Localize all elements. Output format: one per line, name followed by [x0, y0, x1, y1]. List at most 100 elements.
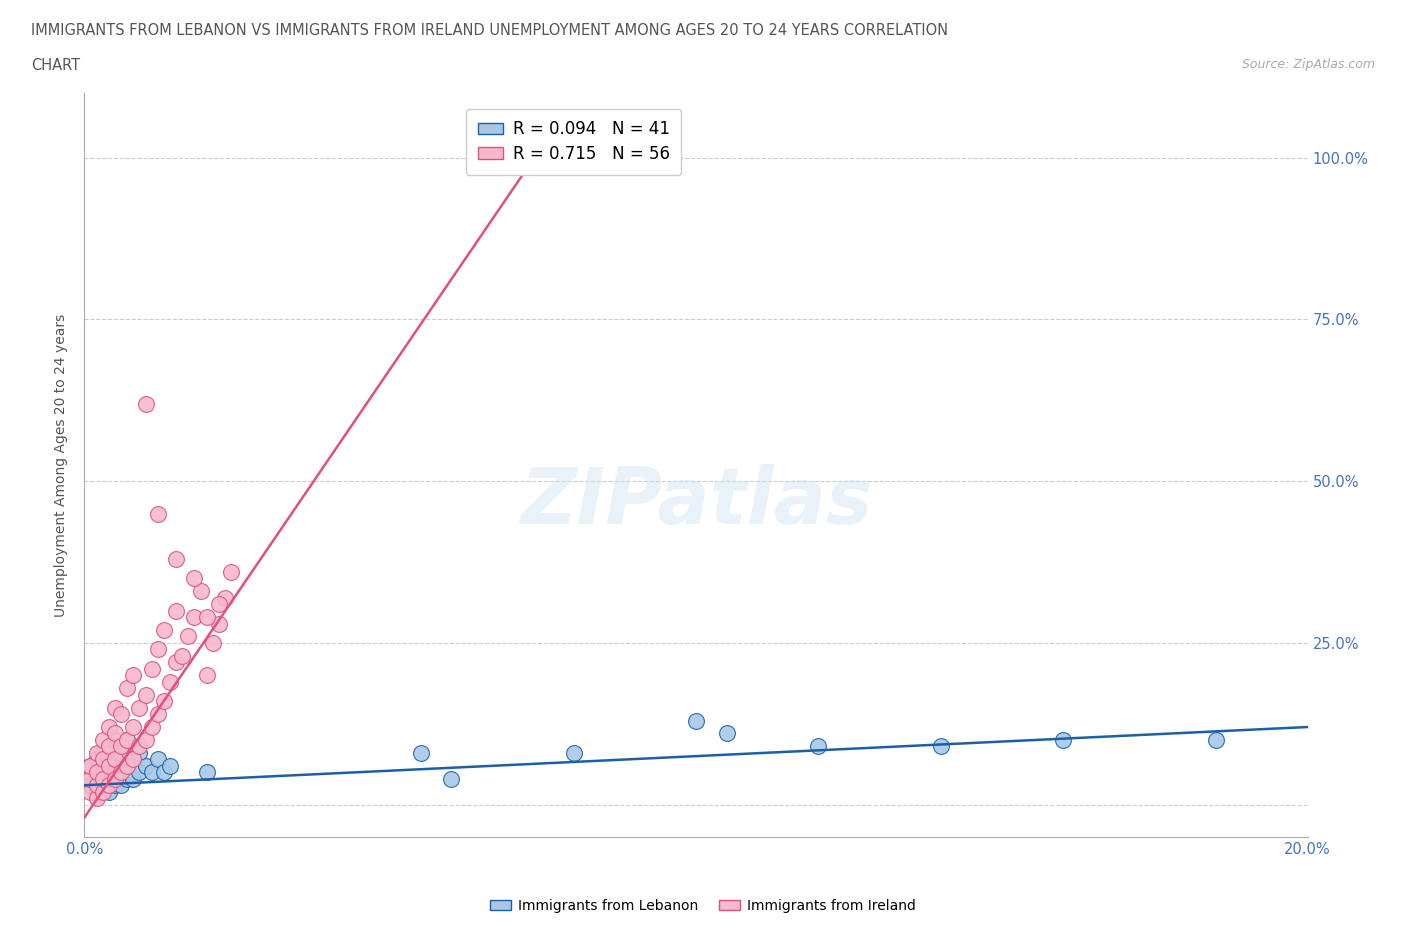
- Point: [86, 764, 108, 779]
- Point: [86, 784, 108, 799]
- Point: [685, 713, 707, 728]
- Point: [86, 790, 108, 805]
- Point: [86, 771, 108, 786]
- Point: [562, 746, 585, 761]
- Point: [929, 739, 952, 754]
- Point: [91, 784, 114, 799]
- Text: ZIPatlas: ZIPatlas: [520, 464, 872, 540]
- Point: [159, 674, 181, 689]
- Point: [110, 746, 132, 761]
- Point: [128, 746, 150, 761]
- Point: [115, 758, 138, 773]
- Point: [110, 764, 132, 779]
- Point: [122, 752, 145, 767]
- Text: Source: ZipAtlas.com: Source: ZipAtlas.com: [1241, 58, 1375, 71]
- Point: [135, 758, 157, 773]
- Point: [208, 597, 231, 612]
- Point: [97, 771, 120, 786]
- Point: [141, 720, 163, 735]
- Point: [146, 752, 169, 767]
- Y-axis label: Unemployment Among Ages 20 to 24 years: Unemployment Among Ages 20 to 24 years: [55, 313, 69, 617]
- Point: [91, 746, 114, 761]
- Point: [153, 764, 176, 779]
- Point: [86, 752, 108, 767]
- Point: [79, 758, 101, 773]
- Point: [1205, 733, 1227, 748]
- Point: [128, 764, 150, 779]
- Point: [219, 565, 242, 579]
- Text: CHART: CHART: [31, 58, 80, 73]
- Point: [177, 629, 200, 644]
- Point: [110, 707, 132, 722]
- Point: [104, 726, 127, 741]
- Point: [110, 764, 132, 779]
- Point: [141, 764, 163, 779]
- Point: [110, 739, 132, 754]
- Point: [128, 700, 150, 715]
- Point: [104, 733, 127, 748]
- Point: [183, 609, 205, 624]
- Point: [146, 506, 169, 521]
- Point: [122, 720, 145, 735]
- Point: [195, 668, 218, 683]
- Point: [86, 777, 108, 792]
- Point: [104, 752, 127, 767]
- Point: [97, 758, 120, 773]
- Point: [172, 648, 194, 663]
- Point: [79, 777, 101, 792]
- Point: [79, 784, 101, 799]
- Point: [183, 571, 205, 586]
- Point: [104, 700, 127, 715]
- Point: [97, 784, 120, 799]
- Point: [201, 635, 224, 650]
- Point: [91, 777, 114, 792]
- Point: [165, 604, 187, 618]
- Point: [104, 752, 127, 767]
- Point: [208, 616, 231, 631]
- Point: [115, 758, 138, 773]
- Legend: R = 0.094   N = 41, R = 0.715   N = 56: R = 0.094 N = 41, R = 0.715 N = 56: [465, 109, 682, 175]
- Point: [91, 764, 114, 779]
- Point: [440, 771, 463, 786]
- Point: [807, 739, 830, 754]
- Point: [128, 739, 150, 754]
- Point: [1052, 733, 1074, 748]
- Point: [97, 758, 120, 773]
- Point: [122, 752, 145, 767]
- Point: [146, 642, 169, 657]
- Point: [115, 733, 138, 748]
- Point: [79, 771, 101, 786]
- Point: [97, 720, 120, 735]
- Point: [91, 752, 114, 767]
- Point: [409, 746, 432, 761]
- Point: [195, 764, 218, 779]
- Point: [86, 746, 108, 761]
- Text: IMMIGRANTS FROM LEBANON VS IMMIGRANTS FROM IRELAND UNEMPLOYMENT AMONG AGES 20 TO: IMMIGRANTS FROM LEBANON VS IMMIGRANTS FR…: [31, 23, 948, 38]
- Legend: Immigrants from Lebanon, Immigrants from Ireland: Immigrants from Lebanon, Immigrants from…: [485, 894, 921, 919]
- Point: [97, 777, 120, 792]
- Point: [91, 771, 114, 786]
- Point: [165, 551, 187, 566]
- Point: [141, 661, 163, 676]
- Point: [115, 733, 138, 748]
- Point: [135, 396, 157, 411]
- Point: [122, 668, 145, 683]
- Point: [214, 591, 236, 605]
- Point: [104, 764, 127, 779]
- Point: [79, 758, 101, 773]
- Point: [159, 758, 181, 773]
- Point: [122, 771, 145, 786]
- Point: [97, 739, 120, 754]
- Point: [135, 687, 157, 702]
- Point: [110, 777, 132, 792]
- Point: [104, 771, 127, 786]
- Point: [115, 771, 138, 786]
- Point: [153, 622, 176, 637]
- Point: [146, 707, 169, 722]
- Point: [135, 733, 157, 748]
- Point: [195, 609, 218, 624]
- Point: [115, 681, 138, 696]
- Point: [97, 739, 120, 754]
- Point: [716, 726, 738, 741]
- Point: [91, 733, 114, 748]
